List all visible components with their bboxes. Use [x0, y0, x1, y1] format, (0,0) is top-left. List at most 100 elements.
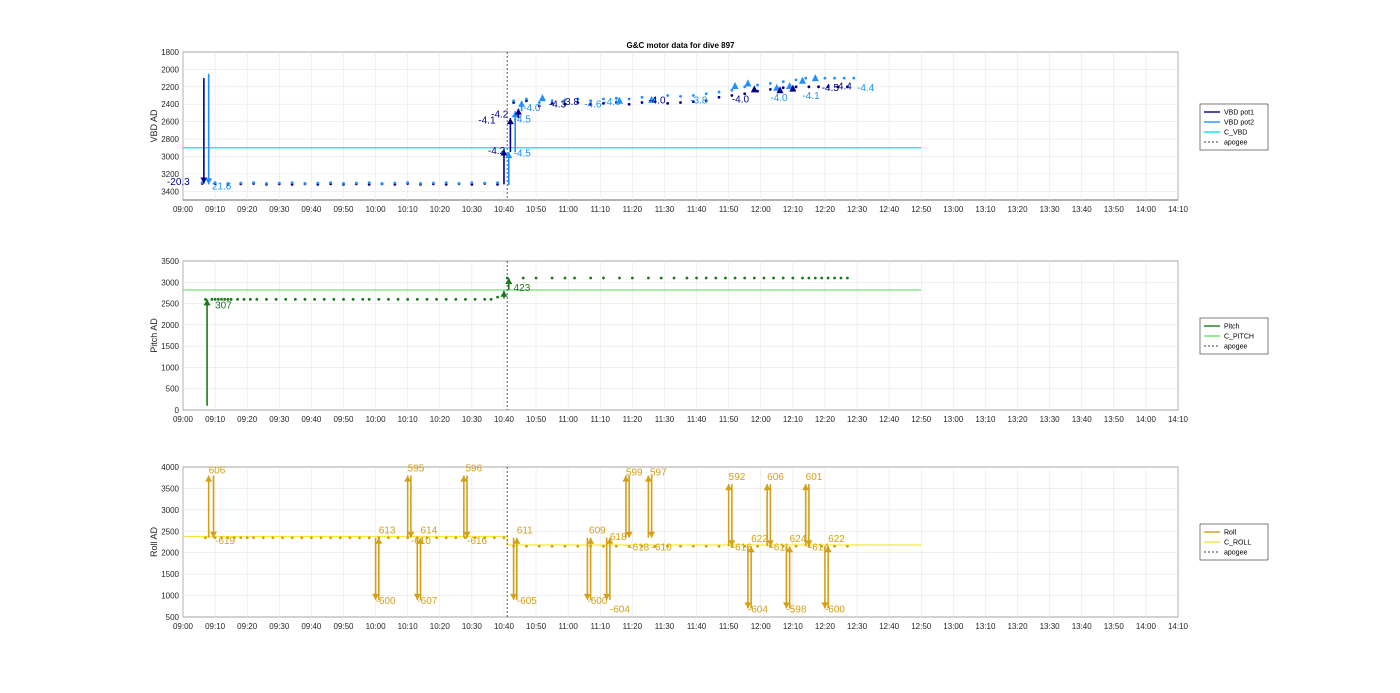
data-point [691, 100, 695, 104]
data-point [367, 536, 371, 540]
x-tick-label: 13:40 [1072, 415, 1093, 424]
data-point [204, 536, 207, 540]
x-tick-label: 14:00 [1136, 415, 1157, 424]
y-tick-label: 2400 [161, 100, 179, 109]
data-point [550, 544, 554, 548]
x-tick-label: 13:20 [1008, 205, 1029, 214]
data-point [489, 297, 493, 301]
x-tick-label: 10:00 [366, 622, 387, 631]
data-point [627, 97, 631, 101]
y-tick-label: 0 [175, 406, 180, 415]
data-point [823, 76, 827, 80]
x-tick-label: 14:10 [1168, 205, 1189, 214]
x-tick-label: 09:10 [205, 622, 226, 631]
data-point [618, 276, 621, 280]
x-tick-label: 12:00 [751, 622, 772, 631]
data-annotation: 614 [421, 525, 438, 536]
arrow-head [209, 531, 217, 538]
data-annotation: 592 [729, 472, 746, 483]
x-tick-label: 14:10 [1168, 622, 1189, 631]
data-point [730, 88, 734, 92]
x-tick-label: 10:20 [430, 415, 451, 424]
arrow-head [203, 299, 211, 306]
data-point [290, 536, 294, 540]
x-tick-label: 11:40 [687, 205, 707, 214]
data-point [226, 536, 230, 540]
arrow-head [763, 484, 771, 491]
data-point [425, 297, 429, 301]
x-tick-label: 12:00 [751, 415, 772, 424]
x-tick-label: 09:10 [205, 205, 226, 214]
data-point [277, 181, 281, 185]
data-point [756, 544, 759, 548]
data-point [505, 276, 509, 280]
data-annotation: -611 [770, 543, 790, 554]
data-point [502, 536, 506, 540]
data-annotation: 599 [626, 468, 643, 479]
data-point [470, 181, 474, 184]
y-tick-label: 3500 [161, 257, 179, 266]
arrow-head [463, 531, 471, 538]
arrow-head [514, 108, 522, 115]
data-annotation: -4.0 [732, 94, 750, 105]
data-point [435, 297, 438, 301]
arrow-head [500, 290, 508, 297]
y-tick-label: 2000 [161, 65, 179, 74]
arrow-head [505, 278, 513, 285]
data-point [576, 544, 580, 548]
data-point [794, 544, 798, 548]
x-tick-label: 10:30 [462, 415, 483, 424]
x-tick-label: 10:30 [462, 622, 483, 631]
data-annotation: 622 [751, 534, 768, 545]
data-point [602, 276, 605, 280]
data-point [274, 297, 278, 301]
x-tick-label: 10:40 [494, 415, 515, 424]
triangle-marker [648, 95, 656, 103]
x-tick-label: 10:40 [494, 622, 515, 631]
data-point [602, 97, 605, 101]
x-tick-label: 11:10 [591, 205, 611, 214]
x-tick-label: 12:30 [847, 415, 868, 424]
data-annotation: -600 [587, 596, 607, 607]
data-point [679, 95, 682, 98]
data-point [358, 536, 361, 540]
data-point [589, 102, 593, 106]
data-annotation: -604 [610, 605, 630, 616]
x-tick-label: 12:50 [911, 622, 932, 631]
x-tick-label: 12:10 [783, 415, 804, 424]
x-tick-label: 12:20 [815, 205, 836, 214]
data-point [563, 544, 567, 548]
x-tick-label: 09:20 [237, 415, 258, 424]
arrow-head [821, 602, 829, 609]
x-tick-label: 10:40 [494, 205, 515, 214]
data-point [473, 297, 477, 301]
y-tick-label: 3000 [161, 278, 179, 287]
data-annotation: 609 [589, 525, 606, 536]
y-tick-label: 3000 [161, 506, 179, 515]
legend-label: C_ROLL [1224, 540, 1251, 547]
x-tick-label: 09:00 [173, 205, 194, 214]
data-point [387, 297, 390, 301]
arrow-head [505, 152, 513, 159]
data-point [730, 94, 734, 97]
x-tick-label: 10:20 [430, 622, 451, 631]
data-point [284, 297, 288, 301]
arrow-head [417, 537, 425, 544]
arrow-head [205, 178, 213, 185]
data-point [313, 297, 316, 301]
data-point [573, 276, 576, 280]
data-point [695, 276, 698, 280]
data-point [332, 297, 336, 301]
x-tick-label: 14:00 [1136, 622, 1157, 631]
triangle-marker [798, 76, 806, 84]
data-annotation: -4.1 [802, 91, 820, 102]
data-point [431, 181, 435, 185]
data-point [271, 536, 275, 540]
data-point [804, 76, 808, 80]
triangle-marker [750, 85, 758, 93]
data-point [743, 276, 747, 280]
y-tick-label: 2600 [161, 118, 179, 127]
x-tick-label: 11:10 [591, 622, 611, 631]
